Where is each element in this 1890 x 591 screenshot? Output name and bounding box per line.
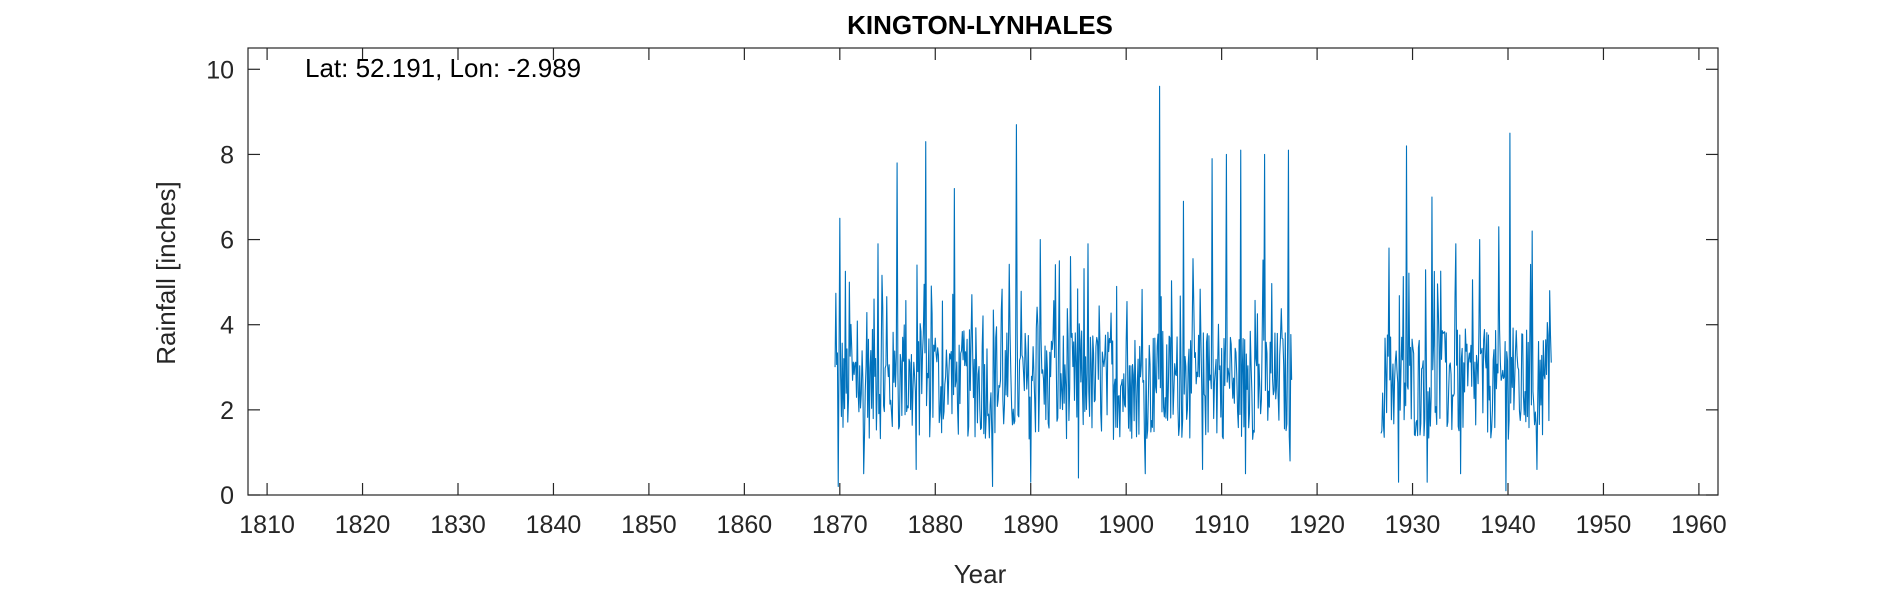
y-tick-label: 8 <box>220 141 234 169</box>
x-tick-label: 1950 <box>1576 511 1632 539</box>
y-tick-label: 0 <box>220 482 234 510</box>
x-tick-label: 1820 <box>335 511 391 539</box>
x-tick-label: 1850 <box>621 511 677 539</box>
x-tick-label: 1870 <box>812 511 868 539</box>
x-tick-label: 1960 <box>1671 511 1727 539</box>
x-tick-label: 1880 <box>907 511 963 539</box>
x-tick-label: 1940 <box>1480 511 1536 539</box>
x-tick-label: 1930 <box>1385 511 1441 539</box>
x-tick-label: 1920 <box>1289 511 1345 539</box>
x-axis-label: Year <box>954 559 1007 589</box>
x-tick-label: 1890 <box>1003 511 1059 539</box>
series-line <box>1380 132 1552 492</box>
series-line <box>834 85 1293 488</box>
plot-frame <box>247 47 1719 496</box>
x-tick-label: 1910 <box>1194 511 1250 539</box>
x-tick-label: 1830 <box>430 511 486 539</box>
x-tick-label: 1900 <box>1098 511 1154 539</box>
y-tick-label: 6 <box>220 227 234 255</box>
y-tick-label: 2 <box>220 397 234 425</box>
y-tick-label: 10 <box>206 56 234 84</box>
chart-title: KINGTON-LYNHALES <box>847 10 1113 40</box>
x-tick-label: 1840 <box>526 511 582 539</box>
plot-box <box>247 47 1719 496</box>
axis-ticks: 1810 1820 1830 1840 1850 1860 1870 1880 1890 1900… <box>206 48 1727 539</box>
x-tick-label: 1810 <box>239 511 295 539</box>
rainfall-series <box>834 85 1552 492</box>
y-tick-label: 4 <box>220 312 234 340</box>
x-tick-label: 1860 <box>717 511 773 539</box>
y-axis-label: Rainfall [inches] <box>151 181 181 365</box>
location-annotation: Lat: 52.191, Lon: -2.989 <box>305 53 581 83</box>
